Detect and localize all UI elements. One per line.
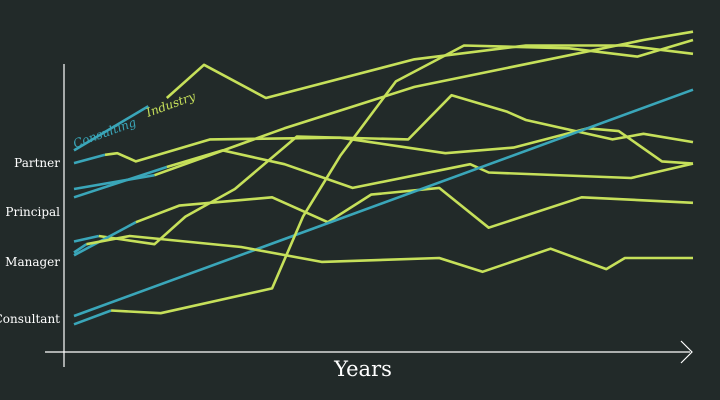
x-axis-arrow-icon (680, 340, 693, 364)
industry-line-3 (104, 127, 694, 165)
y-tick-consultant: Consultant (0, 312, 60, 326)
series-layer (73, 30, 694, 326)
industry-line-9 (98, 93, 694, 246)
y-tick-manager: Manager (5, 255, 60, 269)
consulting-line-2 (73, 153, 106, 165)
industry-line-5 (154, 30, 694, 177)
x-axis-label: Years (333, 357, 392, 381)
y-tick-partner: Partner (14, 156, 60, 170)
consulting-line-8 (73, 234, 100, 243)
consulting-line-6 (73, 165, 168, 199)
industry-line-7 (166, 149, 694, 190)
consulting-line-0 (73, 105, 149, 152)
consulting-line-13 (73, 243, 88, 254)
consulting-line-12 (73, 88, 694, 318)
consulting-line-15 (73, 309, 112, 326)
industry-line-1 (165, 44, 694, 100)
industry-line-14 (86, 234, 693, 274)
industry-line-16 (111, 38, 694, 315)
consulting-line-10 (73, 221, 137, 257)
consulting-line-4 (73, 173, 155, 191)
legend-consulting: Consulting (71, 115, 138, 151)
y-tick-principal: Principal (5, 205, 60, 219)
industry-line-11 (135, 186, 694, 229)
